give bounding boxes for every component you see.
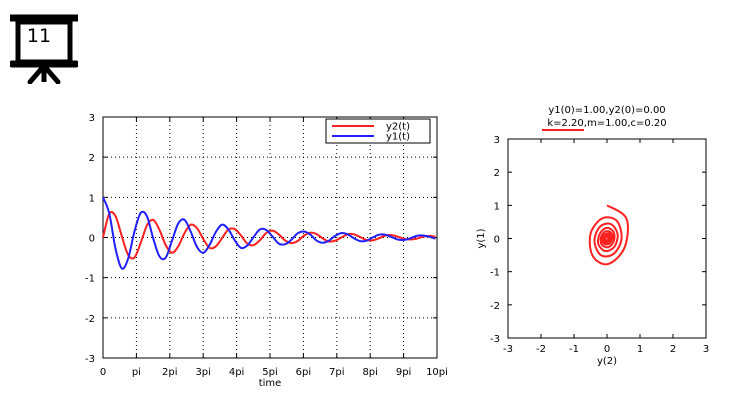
- phase-plot-frame: [507, 138, 707, 339]
- x-tick-label: 8pi: [362, 367, 378, 378]
- phase-y-tick-label: -1: [490, 268, 500, 279]
- phase-y-tick-label: 3: [494, 135, 500, 146]
- phase-y-tick-label: 2: [494, 168, 500, 179]
- x-tick-label: 6pi: [296, 367, 312, 378]
- x-tick-label: 4pi: [229, 367, 245, 378]
- y-tick-label: -3: [85, 354, 95, 365]
- phase-chart-title: y1(0)=1.00,y2(0)=0.00: [548, 105, 665, 116]
- phase-x-tick-label: 0: [604, 344, 610, 355]
- phase-y-tick-label: -2: [490, 301, 500, 312]
- phase-trajectory: [588, 204, 629, 266]
- x-axis-label: time: [259, 378, 282, 389]
- phase-chart-subtitle: k=2.20,m=1.00,c=0.20: [547, 118, 666, 129]
- x-tick-label: 9pi: [396, 367, 412, 378]
- presentation-board-icon: [6, 14, 82, 85]
- phase-y-tick-label: 0: [494, 235, 500, 246]
- phase-y-axis-label: y(1): [476, 228, 487, 248]
- phase-y-tick-label: 1: [494, 201, 500, 212]
- y-tick-label: -1: [85, 274, 95, 285]
- x-tick-label: 5pi: [262, 367, 278, 378]
- y-tick-label: 2: [89, 153, 95, 164]
- phase-x-tick-label: 1: [637, 344, 643, 355]
- phase-x-axis-label: y(2): [597, 356, 617, 367]
- phase-x-tick-label: 3: [703, 344, 709, 355]
- legend-label: y2(t): [386, 122, 410, 133]
- phase-x-tick-label: 2: [670, 344, 676, 355]
- y-tick-label: 1: [89, 193, 95, 204]
- x-tick-label: 0: [100, 367, 106, 378]
- phase-y-tick-label: -3: [490, 334, 500, 345]
- x-tick-label: pi: [132, 367, 141, 378]
- phase-x-tick-label: -1: [569, 344, 579, 355]
- x-tick-label: 2pi: [162, 367, 178, 378]
- x-tick-label: 7pi: [329, 367, 345, 378]
- y-tick-label: -2: [85, 314, 95, 325]
- legend-label: y1(t): [386, 132, 410, 143]
- slide-number: 11: [26, 25, 52, 47]
- legend-box: [325, 118, 431, 144]
- y-tick-label: 3: [89, 113, 95, 124]
- series-line-y2(t): [102, 211, 436, 260]
- phase-x-tick-label: -3: [503, 344, 513, 355]
- y-tick-label: 0: [89, 234, 95, 245]
- x-tick-label: 10pi: [426, 367, 448, 378]
- phase-x-tick-label: -2: [536, 344, 546, 355]
- x-tick-label: 3pi: [195, 367, 211, 378]
- series-line-y1(t): [102, 196, 436, 270]
